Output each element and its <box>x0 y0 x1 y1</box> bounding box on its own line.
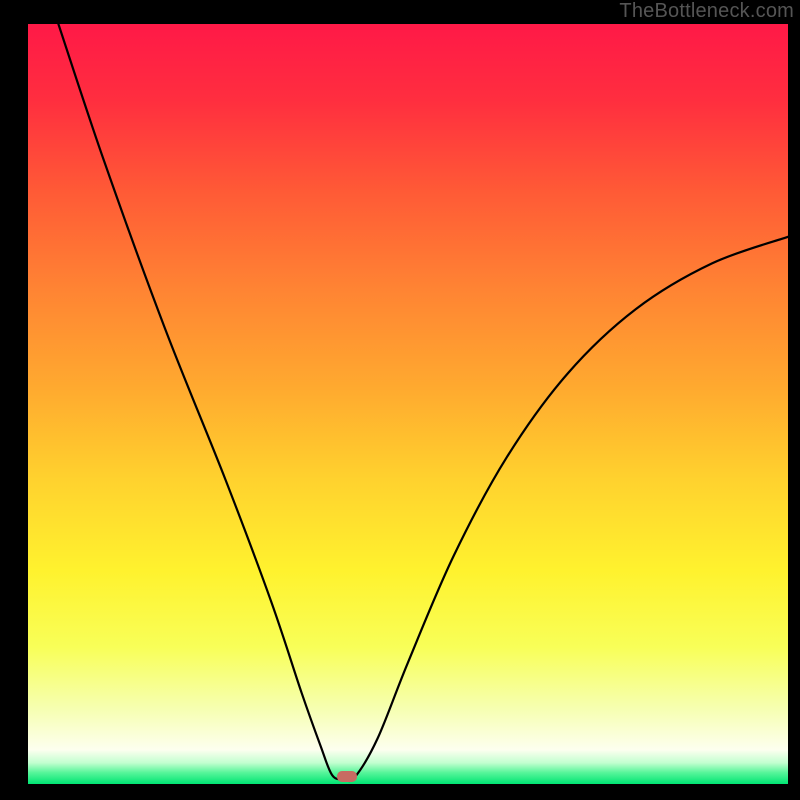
chart-frame: TheBottleneck.com <box>0 0 800 800</box>
bottleneck-curve <box>28 24 788 784</box>
frame-border-bottom <box>0 784 800 800</box>
optimum-marker <box>337 771 357 782</box>
watermark-text: TheBottleneck.com <box>619 0 794 23</box>
plot-area <box>28 24 788 784</box>
frame-border-left <box>0 0 28 800</box>
frame-border-right <box>788 0 800 800</box>
